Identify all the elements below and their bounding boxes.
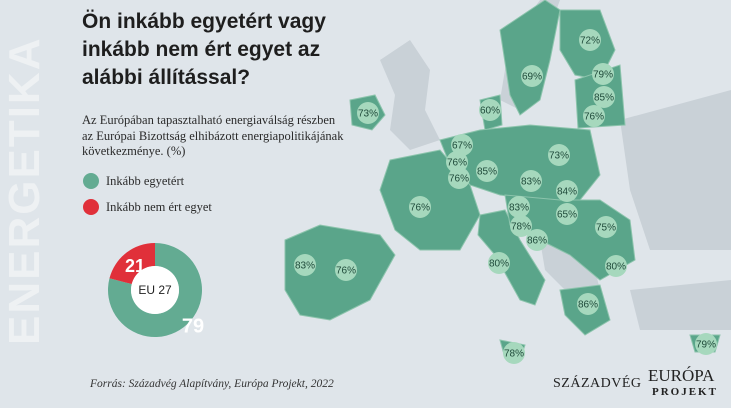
country-value: 76% [336, 266, 356, 277]
country-value: 60% [480, 106, 500, 117]
donut-hole [131, 266, 179, 314]
country-value: 76% [449, 174, 469, 185]
label-bubble [294, 254, 316, 276]
label-bubble [488, 252, 510, 274]
label-bubble [357, 102, 379, 124]
title: Ön inkább egyetért vagy inkább nem ért e… [82, 10, 326, 89]
country-value: 65% [557, 210, 577, 221]
country-value: 84% [557, 187, 577, 198]
label-bubble [335, 259, 357, 281]
label-bubble [520, 170, 542, 192]
country-value: 83% [295, 261, 315, 272]
label-bubble [556, 180, 578, 202]
country-value: 79% [593, 70, 613, 81]
donut-segment [108, 243, 203, 337]
label-bubble [446, 151, 468, 173]
logo: SZÁZADVÉG [553, 376, 642, 391]
label-bubble [476, 160, 498, 182]
country-value: 69% [522, 72, 542, 83]
country-value: 72% [580, 36, 600, 47]
label-bubble [409, 196, 431, 218]
logo: PROJEKT [652, 386, 718, 398]
label-bubble [503, 342, 525, 364]
country-value: 73% [358, 109, 378, 120]
logo: EURÓPA [648, 366, 715, 385]
data-label: 79 [182, 315, 204, 337]
country-value: 76% [410, 203, 430, 214]
country-value: 80% [606, 262, 626, 273]
country-value: 83% [521, 177, 541, 188]
data-label: 21 [125, 256, 145, 276]
country-value: 83% [509, 203, 529, 214]
subtitle: Az Európában tapasztalható energiaválság… [82, 113, 344, 158]
label-bubble [592, 63, 614, 85]
label-bubble [510, 215, 532, 237]
side-label: ENERGETIKA [0, 36, 49, 345]
country-value: 75% [596, 223, 616, 234]
country-value: 78% [504, 349, 524, 360]
label-bubble [605, 255, 627, 277]
label-bubble [583, 105, 605, 127]
country-value: 67% [452, 141, 472, 152]
legend-label: Inkább egyetért [106, 174, 185, 188]
source: Forrás: Századvég Alapítvány, Európa Pro… [90, 378, 334, 390]
label-bubble [593, 86, 615, 108]
country-value: 85% [477, 167, 497, 178]
label-bubble [556, 203, 578, 225]
center-label: EU 27 [138, 283, 172, 297]
country-value: 86% [578, 300, 598, 311]
label-bubble [451, 134, 473, 156]
country-value: 80% [489, 259, 509, 270]
label-bubble [695, 333, 717, 355]
country-value: 79% [696, 340, 716, 351]
legend-label: Inkább nem ért egyet [106, 200, 212, 214]
label-bubble [508, 196, 530, 218]
donut-segment [109, 243, 155, 285]
country-value: 78% [511, 222, 531, 233]
label-bubble [448, 167, 470, 189]
label-bubble [526, 229, 548, 251]
label-bubble [548, 144, 570, 166]
country-value: 85% [594, 93, 614, 104]
legend-swatch [83, 199, 99, 215]
label-bubble [521, 65, 543, 87]
label-bubble [577, 293, 599, 315]
label-bubble [579, 29, 601, 51]
legend-swatch [83, 173, 99, 189]
country-value: 86% [527, 236, 547, 247]
country-value: 76% [447, 158, 467, 169]
label-bubble [595, 216, 617, 238]
country-value: 76% [584, 112, 604, 123]
country-value: 73% [549, 151, 569, 162]
label-bubble [479, 99, 501, 121]
